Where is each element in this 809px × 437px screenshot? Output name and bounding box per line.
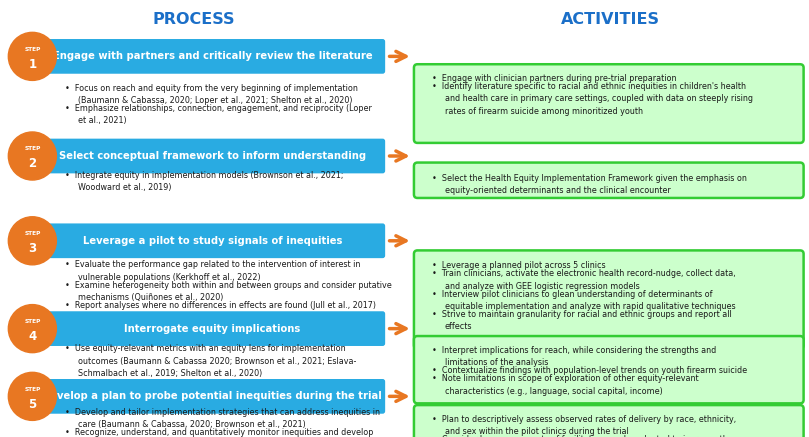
Text: •  Integrate equity in implementation models (Brownson et al., 2021;: • Integrate equity in implementation mod… bbox=[65, 171, 343, 180]
Text: STEP: STEP bbox=[24, 146, 40, 151]
Text: rates of firearm suicide among minoritized youth: rates of firearm suicide among minoritiz… bbox=[445, 107, 643, 116]
Text: STEP: STEP bbox=[24, 47, 40, 52]
Circle shape bbox=[8, 132, 57, 180]
Text: Engage with partners and critically review the literature: Engage with partners and critically revi… bbox=[53, 52, 372, 61]
Text: Select conceptual framework to inform understanding: Select conceptual framework to inform un… bbox=[59, 151, 366, 161]
Text: •  Identify literature specific to racial and ethnic inequities in children's he: • Identify literature specific to racial… bbox=[432, 82, 746, 91]
Text: STEP: STEP bbox=[24, 319, 40, 324]
Text: •  Strive to maintain granularity for racial and ethnic groups and report all: • Strive to maintain granularity for rac… bbox=[432, 310, 732, 319]
Text: equitable implementation and analyze with rapid qualitative techniques: equitable implementation and analyze wit… bbox=[445, 302, 735, 311]
Text: Leverage a pilot to study signals of inequities: Leverage a pilot to study signals of ine… bbox=[83, 236, 342, 246]
Circle shape bbox=[8, 32, 57, 80]
Text: 1: 1 bbox=[28, 58, 36, 70]
Text: •  Plan to descriptively assess observed rates of delivery by race, ethnicity,: • Plan to descriptively assess observed … bbox=[432, 415, 736, 423]
Text: •  Note limitations in scope of exploration of other equity-relevant: • Note limitations in scope of explorati… bbox=[432, 374, 699, 383]
Text: •  Contextualize findings with population-level trends on youth firearm suicide: • Contextualize findings with population… bbox=[432, 366, 748, 375]
FancyBboxPatch shape bbox=[40, 223, 385, 258]
FancyBboxPatch shape bbox=[414, 405, 803, 437]
Text: 5: 5 bbox=[28, 398, 36, 410]
Text: STEP: STEP bbox=[24, 231, 40, 236]
Text: 2: 2 bbox=[28, 157, 36, 170]
Text: characteristics (e.g., language, social capital, income): characteristics (e.g., language, social … bbox=[445, 387, 663, 395]
Circle shape bbox=[8, 217, 57, 265]
FancyBboxPatch shape bbox=[40, 311, 385, 346]
Text: •  Interpret implications for reach, while considering the strengths and: • Interpret implications for reach, whil… bbox=[432, 346, 716, 355]
Text: and sex within the pilot clinics during the trial: and sex within the pilot clinics during … bbox=[445, 427, 629, 436]
Text: vulnerable populations (Kerkhoff et al., 2022): vulnerable populations (Kerkhoff et al.,… bbox=[78, 273, 260, 281]
Text: mechanisms (Quiñones et al., 2020): mechanisms (Quiñones et al., 2020) bbox=[78, 293, 223, 302]
Text: PROCESS: PROCESS bbox=[153, 12, 235, 27]
FancyBboxPatch shape bbox=[414, 163, 803, 198]
Text: •  Recognize, understand, and quantitatively monitor inequities and develop: • Recognize, understand, and quantitativ… bbox=[65, 428, 373, 437]
Text: 3: 3 bbox=[28, 242, 36, 255]
Text: ACTIVITIES: ACTIVITIES bbox=[561, 12, 660, 27]
Text: (Baumann & Cabassa, 2020; Loper et al., 2021; Shelton et al., 2020): (Baumann & Cabassa, 2020; Loper et al., … bbox=[78, 96, 352, 105]
Text: Develop a plan to probe potential inequities during the trial: Develop a plan to probe potential inequi… bbox=[43, 392, 382, 401]
Text: •  Examine heterogeneity both within and between groups and consider putative: • Examine heterogeneity both within and … bbox=[65, 281, 392, 290]
Text: •  Evaluate the performance gap related to the intervention of interest in: • Evaluate the performance gap related t… bbox=[65, 260, 360, 269]
Text: limitations of the analysis: limitations of the analysis bbox=[445, 358, 549, 367]
Text: •  Select the Health Equity Implementation Framework given the emphasis on: • Select the Health Equity Implementatio… bbox=[432, 174, 747, 183]
FancyBboxPatch shape bbox=[414, 250, 803, 349]
Text: •  Focus on reach and equity from the very beginning of implementation: • Focus on reach and equity from the ver… bbox=[65, 84, 358, 93]
Text: •  Emphasize relationships, connection, engagement, and reciprocity (Loper: • Emphasize relationships, connection, e… bbox=[65, 104, 371, 113]
Text: •  Interview pilot clinicians to glean understanding of determinants of: • Interview pilot clinicians to glean un… bbox=[432, 289, 713, 298]
FancyBboxPatch shape bbox=[40, 379, 385, 414]
Text: equity-oriented determinants and the clinical encounter: equity-oriented determinants and the cli… bbox=[445, 186, 671, 195]
FancyBboxPatch shape bbox=[414, 336, 803, 403]
Text: •  Report analyses where no differences in effects are found (Jull et al., 2017): • Report analyses where no differences i… bbox=[65, 301, 375, 310]
Text: effects: effects bbox=[445, 322, 472, 331]
Text: •  Train clinicians, activate the electronic health record-nudge, collect data,: • Train clinicians, activate the electro… bbox=[432, 269, 735, 278]
Text: •  Develop and tailor implementation strategies that can address inequities in: • Develop and tailor implementation stra… bbox=[65, 408, 379, 417]
Text: Schmalbach et al., 2019; Shelton et al., 2020): Schmalbach et al., 2019; Shelton et al.,… bbox=[78, 369, 262, 378]
Text: •  Engage with clinician partners during pre-trial preparation: • Engage with clinician partners during … bbox=[432, 74, 676, 83]
FancyBboxPatch shape bbox=[414, 64, 803, 143]
FancyBboxPatch shape bbox=[40, 39, 385, 74]
FancyBboxPatch shape bbox=[40, 139, 385, 173]
Text: •  Use equity-relevant metrics with an equity lens for implementation: • Use equity-relevant metrics with an eq… bbox=[65, 344, 345, 353]
Text: STEP: STEP bbox=[24, 387, 40, 392]
Text: Interrogate equity implications: Interrogate equity implications bbox=[125, 324, 300, 333]
Text: •  Leverage a planned pilot across 5 clinics: • Leverage a planned pilot across 5 clin… bbox=[432, 261, 606, 270]
Text: et al., 2021): et al., 2021) bbox=[78, 116, 126, 125]
Circle shape bbox=[8, 372, 57, 420]
Text: care (Baumann & Cabassa, 2020; Brownson et al., 2021): care (Baumann & Cabassa, 2020; Brownson … bbox=[78, 420, 306, 429]
Circle shape bbox=[8, 305, 57, 353]
Text: outcomes (Baumann & Cabassa 2020; Brownson et al., 2021; Eslava-: outcomes (Baumann & Cabassa 2020; Browns… bbox=[78, 357, 356, 365]
Text: 4: 4 bbox=[28, 330, 36, 343]
Text: Woodward et al., 2019): Woodward et al., 2019) bbox=[78, 184, 172, 192]
Text: and health care in primary care settings, coupled with data on steeply rising: and health care in primary care settings… bbox=[445, 94, 753, 104]
Text: and analyze with GEE logistic regression models: and analyze with GEE logistic regression… bbox=[445, 281, 640, 291]
Text: •  Consider how components of facilitation can be adapted to increase the: • Consider how components of facilitatio… bbox=[432, 435, 733, 437]
